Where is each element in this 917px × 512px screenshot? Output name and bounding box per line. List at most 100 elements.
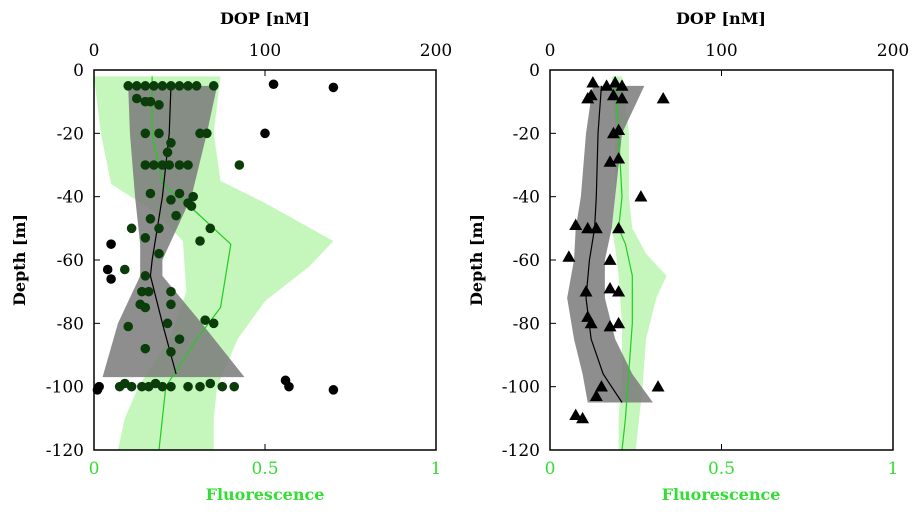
top-tick-label-right-2: 200 <box>877 41 909 61</box>
bottom-tick-label-left-0: 0 <box>89 459 100 479</box>
data-point-left-36 <box>145 214 156 224</box>
data-point-right-24 <box>584 316 598 329</box>
data-point-left-67 <box>137 381 147 392</box>
data-point-left-61 <box>166 347 176 357</box>
data-point-left-4 <box>157 81 168 91</box>
data-point-right-27 <box>594 380 608 392</box>
y-tick-label-left-0: 0 <box>73 61 84 81</box>
data-point-right-18 <box>562 250 576 262</box>
data-point-right-20 <box>579 285 593 297</box>
data-point-left-79 <box>328 385 339 395</box>
data-point-left-78 <box>284 381 294 392</box>
y-tick-label-left-4: -80 <box>57 314 84 334</box>
data-point-left-40 <box>205 223 216 234</box>
y-tick-label-right-4: -80 <box>513 314 540 334</box>
data-point-left-14 <box>145 96 156 107</box>
data-point-left-60 <box>140 343 151 354</box>
data-point-left-50 <box>143 286 154 297</box>
data-point-left-46 <box>119 264 130 275</box>
y-tick-label-right-5: -100 <box>502 378 540 398</box>
data-point-left-56 <box>208 318 219 329</box>
data-point-left-28 <box>183 160 193 170</box>
bottom-tick-label-right-0: 0 <box>545 459 556 479</box>
y-tick-label-left-1: -20 <box>57 124 84 144</box>
data-point-right-11 <box>603 155 617 167</box>
y-tick-label-right-6: -120 <box>502 441 540 461</box>
data-point-left-1 <box>131 81 142 91</box>
data-point-right-29 <box>589 389 603 402</box>
bottom-tick-label-left-1: 0.5 <box>251 459 278 479</box>
data-point-right-12 <box>612 152 626 164</box>
data-point-left-3 <box>149 81 159 91</box>
data-point-right-17 <box>612 221 626 234</box>
y-tick-label-left-2: -40 <box>57 188 84 208</box>
data-point-right-6 <box>606 88 620 101</box>
data-point-left-66 <box>126 381 137 392</box>
data-point-right-1 <box>600 79 614 91</box>
data-point-right-2 <box>608 76 622 88</box>
data-point-left-27 <box>174 160 185 170</box>
data-point-left-25 <box>157 160 168 170</box>
top-axis-title-left: DOP [nM] <box>220 9 310 28</box>
y-tick-label-left-5: -100 <box>46 378 84 398</box>
data-point-left-30 <box>145 188 156 199</box>
data-point-left-24 <box>149 160 159 170</box>
data-point-left-73 <box>195 381 205 392</box>
top-tick-label-left-0: 0 <box>89 41 100 61</box>
data-point-left-8 <box>191 81 202 91</box>
data-point-right-21 <box>603 282 617 294</box>
data-point-left-55 <box>200 315 210 325</box>
top-tick-label-right-0: 0 <box>545 41 556 61</box>
data-point-left-58 <box>123 321 133 332</box>
data-point-left-71 <box>166 381 176 392</box>
data-point-left-45 <box>102 264 113 275</box>
data-point-left-72 <box>183 381 193 392</box>
data-point-left-49 <box>137 286 147 297</box>
y-axis-title-left: Depth [m] <box>10 214 29 306</box>
bottom-axis-title-left: Fluorescence <box>206 485 325 504</box>
data-point-left-35 <box>186 201 197 211</box>
data-point-right-7 <box>615 92 629 104</box>
data-point-left-26 <box>164 160 175 170</box>
fluorescence-band-right <box>611 76 667 450</box>
dop-mean-line-right <box>585 85 623 403</box>
data-point-right-30 <box>569 408 583 421</box>
data-point-left-48 <box>106 274 116 284</box>
data-point-right-3 <box>615 79 629 91</box>
y-tick-label-right-1: -20 <box>513 124 540 144</box>
data-point-right-13 <box>634 190 648 202</box>
data-point-left-20 <box>260 128 270 139</box>
y-tick-label-left-3: -60 <box>57 251 84 271</box>
data-point-right-19 <box>603 253 617 265</box>
data-point-left-44 <box>154 248 164 259</box>
dop-mean-line-left <box>149 85 177 375</box>
data-point-right-25 <box>603 320 617 332</box>
data-point-left-11 <box>328 82 339 93</box>
data-point-left-38 <box>126 223 137 234</box>
data-point-left-17 <box>154 128 164 139</box>
data-point-right-9 <box>606 126 620 139</box>
data-point-left-7 <box>183 81 193 91</box>
y-tick-label-left-6: -120 <box>46 441 84 461</box>
data-point-left-53 <box>140 302 151 313</box>
data-point-left-74 <box>205 378 216 389</box>
data-point-left-42 <box>195 236 205 246</box>
data-point-left-2 <box>140 81 151 91</box>
top-tick-label-left-1: 100 <box>249 41 281 61</box>
data-point-left-5 <box>166 81 176 91</box>
data-point-right-8 <box>656 92 670 104</box>
y-tick-label-right-2: -40 <box>513 188 540 208</box>
data-point-left-76 <box>229 381 240 392</box>
data-point-left-23 <box>140 160 151 170</box>
data-point-left-51 <box>166 286 176 297</box>
data-point-right-5 <box>584 88 598 101</box>
data-point-left-31 <box>174 188 185 199</box>
top-tick-label-right-1: 100 <box>705 41 737 61</box>
y-axis-title-right: Depth [m] <box>467 214 486 306</box>
data-point-left-39 <box>154 223 164 234</box>
data-point-left-47 <box>140 271 151 281</box>
data-point-left-16 <box>140 128 151 139</box>
